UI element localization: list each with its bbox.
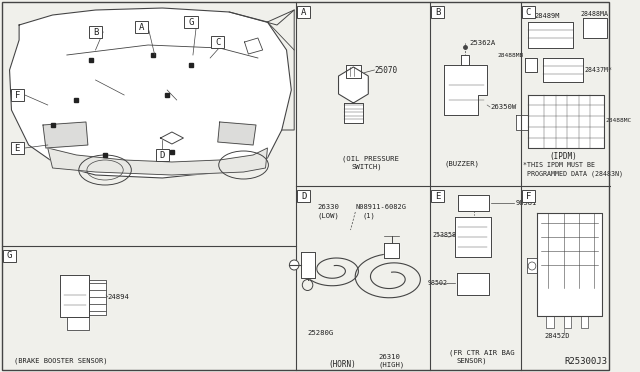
Polygon shape	[543, 58, 582, 82]
Text: 28489M: 28489M	[535, 13, 561, 19]
Text: D: D	[301, 192, 307, 201]
Text: 98581: 98581	[516, 200, 537, 206]
Polygon shape	[89, 280, 106, 315]
Bar	[134, 21, 148, 33]
Polygon shape	[456, 273, 489, 295]
Text: A: A	[301, 7, 307, 16]
Text: 28452D: 28452D	[545, 333, 570, 339]
Polygon shape	[564, 316, 571, 328]
Text: D: D	[160, 151, 165, 160]
Text: 25362A: 25362A	[469, 40, 495, 46]
Text: F: F	[15, 90, 20, 99]
Polygon shape	[582, 18, 607, 38]
Circle shape	[289, 260, 299, 270]
Text: E: E	[435, 192, 440, 201]
Text: F: F	[525, 192, 531, 201]
Bar	[431, 6, 444, 18]
Text: G: G	[188, 17, 194, 26]
Polygon shape	[346, 65, 361, 78]
Polygon shape	[528, 95, 604, 148]
Text: G: G	[7, 251, 12, 260]
Text: E: E	[15, 144, 20, 153]
Text: 26330: 26330	[317, 204, 339, 210]
Text: 28488MB: 28488MB	[497, 52, 524, 58]
Text: *THIS IPDM MUST BE: *THIS IPDM MUST BE	[524, 162, 595, 168]
Bar	[431, 190, 444, 202]
Text: R25300J3: R25300J3	[564, 357, 607, 366]
Bar	[211, 36, 225, 48]
Bar	[156, 149, 169, 161]
Polygon shape	[60, 275, 89, 317]
Polygon shape	[10, 8, 291, 178]
Polygon shape	[527, 258, 537, 273]
Text: B: B	[435, 7, 440, 16]
Polygon shape	[461, 55, 469, 65]
Polygon shape	[244, 38, 262, 54]
Bar	[297, 6, 310, 18]
Polygon shape	[161, 132, 184, 144]
Bar	[3, 250, 16, 262]
Polygon shape	[384, 243, 399, 258]
Text: N08911-6082G: N08911-6082G	[355, 204, 406, 210]
Polygon shape	[444, 65, 487, 115]
Text: (HORN): (HORN)	[328, 360, 356, 369]
Polygon shape	[580, 316, 588, 328]
Text: 28437M*: 28437M*	[584, 67, 612, 73]
Polygon shape	[454, 217, 491, 257]
Text: B: B	[93, 28, 98, 36]
Text: 24894: 24894	[108, 294, 130, 300]
Text: C: C	[525, 7, 531, 16]
Bar	[522, 190, 535, 202]
Bar	[522, 6, 535, 18]
Bar	[184, 16, 198, 28]
Bar	[10, 142, 24, 154]
Text: (LOW): (LOW)	[317, 212, 339, 218]
Bar	[10, 89, 24, 101]
Text: 28488MC: 28488MC	[605, 118, 632, 122]
Text: SWITCH): SWITCH)	[351, 163, 382, 170]
Polygon shape	[339, 67, 368, 103]
Polygon shape	[301, 252, 316, 278]
Text: 28488MA: 28488MA	[580, 11, 609, 17]
Text: 98502: 98502	[428, 280, 448, 286]
Text: (1): (1)	[363, 212, 376, 218]
Text: A: A	[139, 22, 144, 32]
Text: (BRAKE BOOSTER SENSOR): (BRAKE BOOSTER SENSOR)	[14, 358, 108, 365]
Text: 25070: 25070	[374, 65, 397, 74]
Text: 25280G: 25280G	[308, 330, 334, 336]
Text: (HIGH): (HIGH)	[378, 362, 404, 369]
Bar	[297, 190, 310, 202]
Polygon shape	[43, 122, 88, 148]
Text: (OIL PRESSURE: (OIL PRESSURE	[342, 155, 399, 161]
Text: SENSOR): SENSOR)	[456, 358, 487, 365]
Bar	[89, 26, 102, 38]
Text: C: C	[215, 38, 220, 46]
Polygon shape	[67, 317, 89, 330]
Text: 26310: 26310	[378, 354, 400, 360]
Text: PROGRAMMED DATA (28483N): PROGRAMMED DATA (28483N)	[524, 170, 623, 176]
Polygon shape	[525, 58, 537, 72]
Polygon shape	[218, 122, 256, 145]
Text: (FR CTR AIR BAG: (FR CTR AIR BAG	[449, 350, 515, 356]
Polygon shape	[528, 22, 573, 48]
Bar	[2, 246, 296, 370]
Text: (BUZZER): (BUZZER)	[444, 160, 479, 167]
Polygon shape	[344, 103, 363, 123]
Polygon shape	[48, 148, 268, 175]
Text: 26350W: 26350W	[490, 104, 516, 110]
Text: (IPDM): (IPDM)	[550, 152, 577, 161]
Polygon shape	[537, 213, 602, 316]
Polygon shape	[458, 195, 489, 211]
Polygon shape	[516, 115, 528, 130]
Polygon shape	[547, 316, 554, 328]
Text: 253858: 253858	[433, 232, 457, 238]
